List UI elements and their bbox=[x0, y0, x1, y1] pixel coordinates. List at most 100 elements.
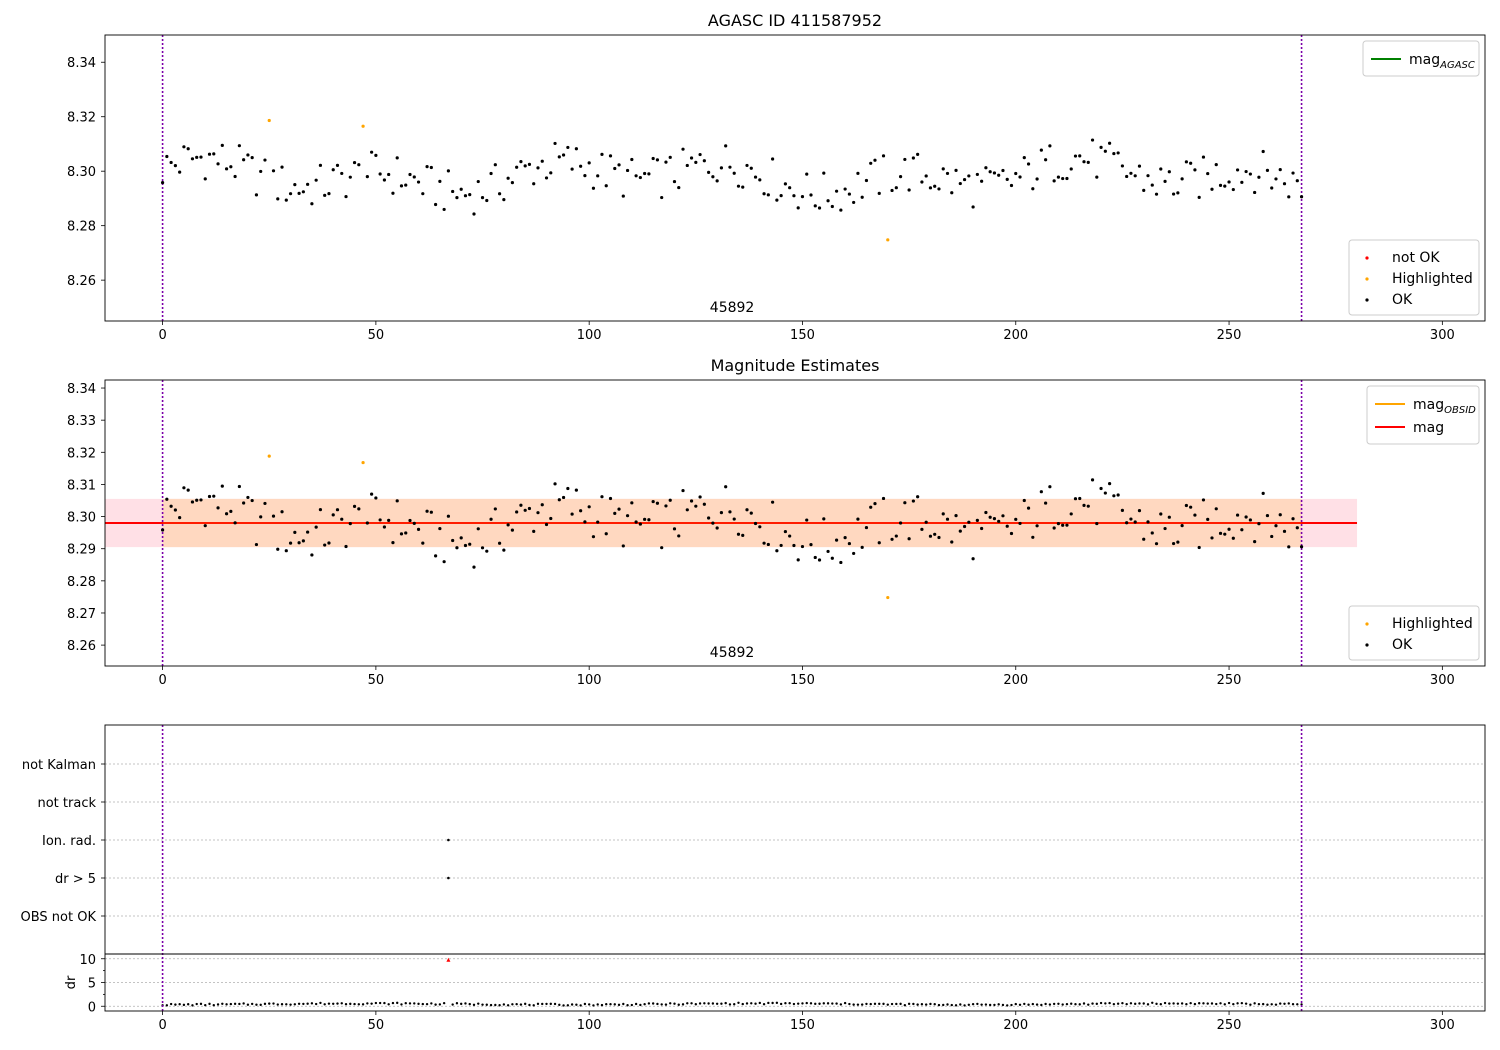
data-point-ok bbox=[1274, 177, 1278, 181]
y-tick-label: 8.26 bbox=[67, 639, 96, 654]
data-point-ok bbox=[271, 514, 276, 518]
dr-point bbox=[805, 1001, 808, 1005]
data-point-ok bbox=[331, 513, 335, 517]
dr-point bbox=[1070, 1002, 1073, 1005]
data-point-ok bbox=[741, 533, 745, 537]
dr-point bbox=[767, 1001, 770, 1005]
data-point-ok bbox=[1129, 517, 1133, 521]
data-point-ok bbox=[732, 171, 736, 175]
data-point-ok bbox=[839, 560, 843, 565]
data-point-ok bbox=[907, 188, 911, 192]
data-point-ok bbox=[775, 549, 779, 553]
data-point-ok bbox=[301, 539, 305, 543]
data-point-ok bbox=[1287, 195, 1291, 199]
data-point-ok bbox=[532, 529, 536, 533]
data-point-ok bbox=[591, 186, 596, 190]
data-point-ok bbox=[480, 546, 485, 550]
data-point-ok bbox=[681, 147, 685, 151]
data-point-ok bbox=[1240, 180, 1244, 184]
dr-point bbox=[1223, 1003, 1226, 1006]
x-tick-label: 200 bbox=[1003, 1018, 1028, 1033]
dr-point bbox=[1236, 1002, 1239, 1005]
dr-point bbox=[967, 1003, 971, 1006]
data-point-ok bbox=[1061, 523, 1065, 527]
dr-point bbox=[1163, 1001, 1167, 1005]
data-point-ok bbox=[822, 171, 826, 175]
data-point-ok bbox=[165, 154, 169, 159]
data-point-ok bbox=[745, 508, 749, 512]
data-point-ok bbox=[463, 194, 468, 198]
data-point-ok bbox=[216, 506, 220, 510]
data-point-ok bbox=[229, 165, 233, 169]
data-point-ok bbox=[621, 194, 625, 198]
dr-point bbox=[1151, 1001, 1154, 1004]
data-point-ok bbox=[945, 517, 950, 521]
data-point-ok bbox=[1235, 513, 1240, 517]
data-point-ok bbox=[280, 510, 284, 514]
data-point-ok bbox=[493, 507, 497, 511]
dr-point bbox=[997, 1003, 1000, 1006]
data-point-ok bbox=[544, 176, 549, 180]
data-point-ok bbox=[792, 194, 796, 198]
data-point-ok bbox=[587, 161, 591, 165]
data-point-ok bbox=[677, 534, 681, 538]
legend-line-label-main: mag bbox=[1413, 420, 1444, 436]
data-point-ok bbox=[335, 508, 340, 512]
dr-point bbox=[1206, 1002, 1209, 1005]
data-point-ok bbox=[502, 198, 506, 202]
dr-point bbox=[506, 1004, 510, 1007]
dr-point bbox=[1074, 1003, 1077, 1006]
data-point-ok bbox=[1193, 513, 1197, 517]
dr-point bbox=[788, 1001, 791, 1005]
data-point-ok bbox=[625, 514, 630, 518]
data-point-ok bbox=[1039, 148, 1043, 152]
dr-point bbox=[711, 1002, 715, 1005]
data-point-ok bbox=[468, 542, 472, 546]
dr-point bbox=[809, 1002, 813, 1005]
data-point-ok bbox=[971, 205, 975, 209]
dr-point bbox=[715, 1002, 719, 1005]
dr-point bbox=[1065, 1002, 1069, 1006]
data-point-ok bbox=[1206, 517, 1210, 521]
data-point-ok bbox=[263, 501, 267, 506]
data-point-ok bbox=[1214, 162, 1218, 167]
data-point-ok bbox=[1137, 508, 1142, 513]
dr-point bbox=[332, 1002, 335, 1005]
dr-point bbox=[737, 1001, 740, 1004]
data-point-ok bbox=[370, 492, 374, 496]
data-point-ok bbox=[288, 192, 293, 196]
dr-point bbox=[242, 1002, 245, 1005]
dr-point bbox=[1159, 1003, 1162, 1006]
dr-point bbox=[387, 1003, 390, 1006]
dr-point bbox=[199, 1002, 203, 1006]
data-point-ok bbox=[1171, 541, 1176, 546]
data-point-ok bbox=[399, 532, 404, 536]
dr-point bbox=[216, 1003, 220, 1006]
dr-point bbox=[498, 1004, 501, 1007]
data-point-ok bbox=[1159, 512, 1163, 516]
data-point-ok bbox=[668, 498, 672, 502]
data-point-ok bbox=[719, 511, 724, 515]
x-tick-label: 100 bbox=[577, 1018, 602, 1033]
data-point-ok bbox=[523, 164, 527, 168]
dr-point bbox=[1261, 1002, 1265, 1006]
panel-magnitude-estimates: Magnitude Estimates45892magOBSIDmagHighl… bbox=[67, 356, 1486, 688]
dr-point bbox=[860, 1003, 864, 1006]
data-point-ok bbox=[1116, 151, 1120, 155]
data-point-ok bbox=[382, 178, 387, 182]
dr-point bbox=[707, 1002, 710, 1005]
data-point-ok bbox=[1099, 145, 1103, 149]
data-point-ok bbox=[561, 495, 566, 500]
dr-point bbox=[221, 1002, 224, 1005]
dr-point bbox=[750, 1002, 753, 1005]
data-point-ok bbox=[1244, 169, 1248, 174]
flag-category-label: not Kalman bbox=[22, 758, 96, 773]
data-point-ok bbox=[881, 496, 886, 501]
dr-point bbox=[1155, 1002, 1158, 1006]
data-point-ok bbox=[805, 172, 809, 176]
data-point-ok bbox=[1261, 149, 1265, 154]
dr-point bbox=[259, 1003, 262, 1007]
dr-point bbox=[839, 1003, 843, 1006]
legend-line-label-main: mag bbox=[1413, 397, 1444, 413]
data-point-ok bbox=[1171, 192, 1176, 196]
